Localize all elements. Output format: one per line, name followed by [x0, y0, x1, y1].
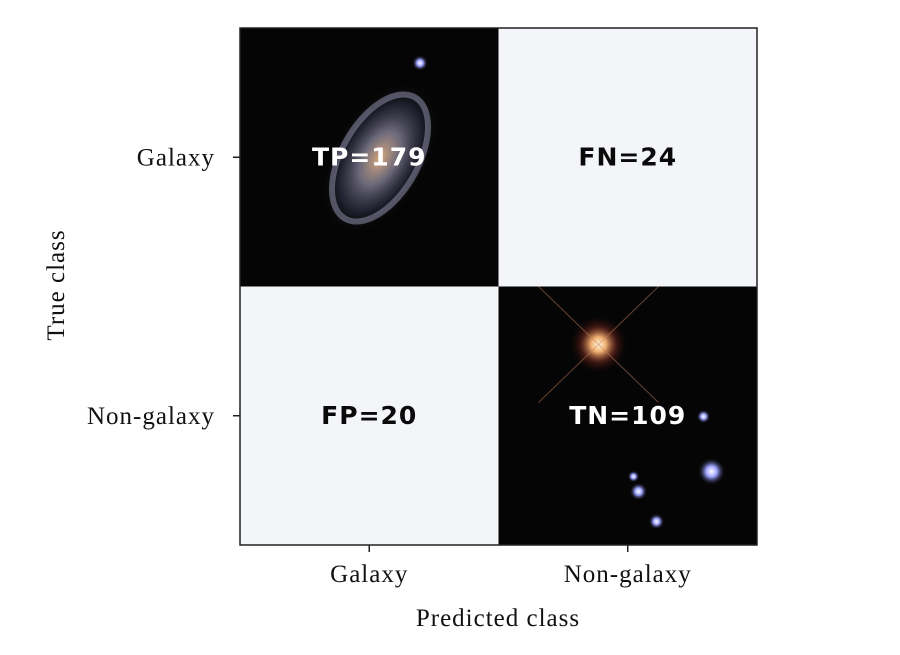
x-axis-label: Predicted class — [416, 605, 580, 632]
star — [696, 409, 711, 424]
cell-label: TP=179 — [312, 142, 427, 171]
star — [629, 482, 648, 501]
y-axis-label: True class — [43, 229, 70, 340]
cell — [240, 286, 499, 545]
plot-frame — [239, 27, 758, 546]
cell — [498, 28, 757, 287]
star — [697, 457, 726, 486]
x-tick-label: Non-galaxy — [564, 561, 692, 588]
cell — [498, 286, 757, 545]
star-spike — [538, 286, 659, 403]
cell-label: TN=109 — [569, 401, 686, 430]
cell-label: FP=20 — [321, 401, 417, 430]
y-tick-label: Galaxy — [137, 144, 215, 171]
cell-label: FN=24 — [578, 142, 677, 171]
galaxy-image — [320, 80, 440, 236]
y-tick-label: Non-galaxy — [87, 403, 215, 430]
x-tick-label: Galaxy — [330, 561, 408, 588]
star — [627, 470, 640, 483]
star — [648, 513, 665, 530]
star — [412, 55, 428, 71]
galaxy-ring — [328, 91, 432, 225]
